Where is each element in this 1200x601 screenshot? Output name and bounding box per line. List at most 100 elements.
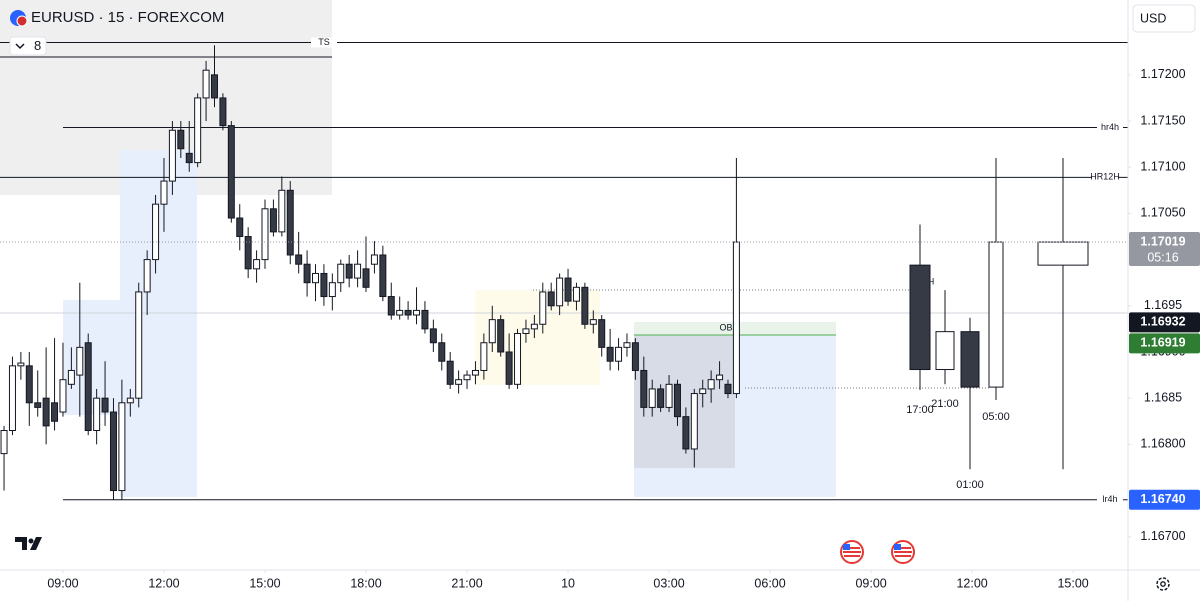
x-tick-label: 09:00 (47, 576, 78, 590)
candle-body (488, 319, 496, 344)
candle-body (219, 97, 227, 127)
symbol-title: EURUSD · 15 · FOREXCOM (31, 9, 224, 26)
price-tag-countdown: 05:16 (1147, 250, 1178, 264)
y-tick-label: 1.17200 (1140, 67, 1185, 81)
currency-button[interactable] (1132, 4, 1196, 33)
candle-body (8, 365, 16, 432)
axes: 09:00 12:00 15:00 18:00 21:00 10 03:00 06:00 09:… (47, 67, 1200, 590)
candle-body (716, 374, 724, 381)
y-tick-label: 1.16700 (1140, 529, 1185, 543)
projected-body (960, 331, 980, 388)
event-icon[interactable] (891, 540, 915, 564)
candle-body (539, 291, 547, 325)
candle-body (615, 346, 623, 362)
projected-body (1037, 241, 1089, 266)
candle-body (707, 379, 715, 390)
candle-body (396, 309, 404, 316)
symbol-icon (16, 15, 28, 27)
candle-body (631, 342, 639, 371)
candle-body (556, 277, 564, 307)
candle-body (623, 342, 631, 348)
candle-body (118, 402, 126, 492)
y-tick-label: 1.16800 (1140, 437, 1185, 451)
candle-body (413, 309, 421, 316)
projected-body (935, 331, 955, 371)
candle-body (160, 180, 168, 205)
candle-body (665, 383, 673, 408)
candle-body (227, 125, 235, 219)
level-label: hr4h (1101, 122, 1119, 132)
candle-body (421, 309, 429, 330)
candle-body (480, 342, 488, 371)
price-tag (1129, 232, 1200, 267)
event-icon[interactable] (840, 540, 864, 564)
indicator-toggle[interactable] (9, 36, 47, 56)
price-tag-label: 1.16740 (1140, 492, 1185, 506)
level-label-bg (1097, 494, 1123, 505)
candle-body (606, 346, 614, 362)
candle-body (278, 189, 286, 233)
x-tick-label: 09:00 (855, 576, 886, 590)
level-label: lr4h (1102, 494, 1117, 504)
candle-body (471, 369, 479, 376)
candle-body (303, 263, 311, 284)
annotation: OB (719, 322, 732, 332)
price-tag (1129, 312, 1200, 333)
chevron[interactable] (15, 43, 25, 50)
candle-body (362, 268, 370, 288)
candle-body (135, 291, 143, 399)
tv-logo[interactable] (28, 538, 34, 544)
y-tick-label: 1.1685 (1144, 390, 1182, 404)
x-tick-label: 21:00 (451, 576, 482, 590)
candle-body (101, 397, 109, 413)
price-tag-label: 1.16919 (1140, 336, 1185, 350)
candle-body (732, 241, 740, 395)
candle-body (648, 388, 656, 408)
y-tick-label: 1.1695 (1144, 298, 1182, 312)
candle-body (682, 416, 690, 450)
blue-zone (120, 150, 197, 497)
candle-body (17, 362, 25, 367)
candle-body (34, 402, 42, 408)
candle-body (320, 272, 328, 298)
level-label-bg (1092, 172, 1118, 183)
x-tick-label: 10 (561, 576, 575, 590)
price-tag-label: 1.17019 (1140, 234, 1185, 248)
candle-body (194, 97, 202, 164)
candle-body (84, 342, 92, 432)
candle-body (530, 323, 538, 330)
indicator-count[interactable]: 8 (34, 38, 41, 53)
candle-body (185, 152, 193, 164)
candle-body (328, 282, 336, 298)
candle-body (25, 365, 33, 404)
y-tick-label: 1.17100 (1140, 160, 1185, 174)
candle-body (202, 69, 210, 99)
candle-body (699, 388, 707, 395)
candle-body (244, 235, 252, 270)
candle-body (177, 129, 185, 150)
yellow-zone (475, 290, 600, 385)
candle-body (312, 272, 320, 284)
candle-body (269, 208, 277, 233)
candle-body (345, 263, 353, 279)
candle-body (67, 369, 75, 385)
currency[interactable]: USD (1140, 11, 1166, 25)
candle-body (42, 397, 50, 427)
settings-icon[interactable] (1156, 577, 1170, 591)
candle-body (572, 286, 580, 302)
x-tick-label: 03:00 (653, 576, 684, 590)
settings-icon[interactable] (1160, 581, 1166, 587)
x-tick-label: 15:00 (1057, 576, 1088, 590)
tv-logo[interactable] (15, 537, 42, 550)
flag-canton (843, 544, 850, 550)
candle-body (261, 208, 269, 261)
candle-body (598, 319, 606, 348)
projected-label: 21:00 (931, 398, 959, 410)
candle-body (690, 393, 698, 450)
candle-body (59, 379, 67, 413)
candle-body (295, 254, 303, 265)
candle-body (438, 342, 446, 362)
price-tag-label: 1.16932 (1140, 315, 1185, 329)
